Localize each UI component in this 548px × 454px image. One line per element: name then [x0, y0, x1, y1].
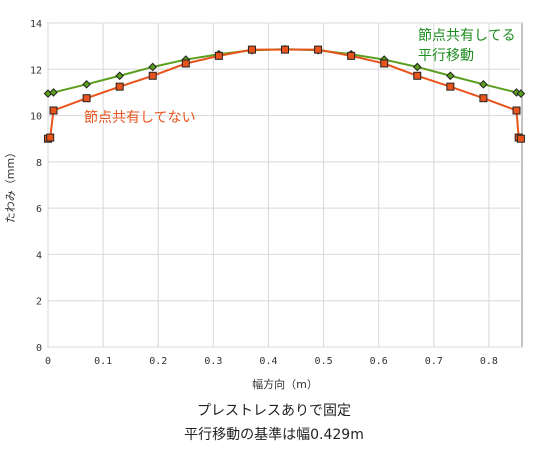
x-tick-label: 0.3	[204, 356, 222, 367]
series-2	[44, 45, 525, 143]
data-point	[512, 106, 521, 115]
y-tick-label: 6	[36, 204, 42, 215]
data-point	[516, 134, 525, 143]
data-point	[281, 45, 289, 54]
x-tick-label: 0.8	[480, 356, 498, 367]
x-tick-label: 0	[45, 356, 51, 367]
data-point	[314, 45, 323, 54]
series-layer	[43, 44, 526, 143]
y-tick-label: 8	[36, 158, 42, 169]
series-annotation: 平行移動	[418, 48, 474, 64]
data-point	[512, 88, 521, 97]
data-point	[82, 80, 91, 89]
y-tick-label: 10	[30, 112, 42, 123]
caption-line-1: プレストレスありで固定	[197, 403, 351, 419]
y-tick-label: 14	[30, 19, 42, 30]
deflection-chart: 0 2 4 6 8 10 12 14 0 0.1 0.2 0.3 0.4 0.5 0.6 0.7 0.8 幅方向…	[4, 19, 526, 391]
x-tick-label: 0.2	[149, 356, 167, 367]
data-point	[82, 94, 91, 103]
data-point	[479, 80, 488, 89]
data-point	[380, 59, 389, 68]
data-point	[148, 62, 158, 72]
series-annotation: 節点共有してない	[84, 109, 196, 126]
y-tick-label: 0	[36, 343, 42, 354]
data-point	[148, 71, 157, 80]
data-point	[247, 45, 256, 54]
x-tick-label: 0.7	[425, 356, 443, 367]
grid-lines	[47, 22, 522, 348]
data-point	[413, 71, 422, 80]
tick-labels: 0 2 4 6 8 10 12 14 0 0.1 0.2 0.3 0.4 0.5 0.6 0.7 0.8	[30, 19, 498, 367]
series-annotation: 節点共有してる	[418, 27, 516, 44]
data-point	[115, 82, 124, 91]
data-point	[412, 62, 422, 72]
y-axis-title: たわみ（mm）	[4, 147, 17, 223]
data-point	[46, 133, 55, 142]
caption-line-2: 平行移動の基準は幅0.429m	[184, 427, 364, 443]
y-tick-label: 12	[30, 65, 42, 76]
data-point	[446, 82, 455, 91]
plot-area	[47, 22, 523, 348]
data-point	[49, 106, 58, 115]
data-point	[446, 71, 455, 81]
data-point	[516, 89, 526, 98]
data-point	[181, 59, 190, 68]
data-point	[214, 51, 223, 60]
y-tick-label: 2	[36, 297, 42, 308]
data-point	[347, 51, 356, 60]
x-axis-title: 幅方向（m）	[252, 377, 318, 391]
y-tick-label: 4	[36, 250, 42, 261]
data-point	[115, 71, 124, 81]
x-tick-label: 0.5	[315, 356, 333, 367]
x-tick-label: 0.1	[94, 356, 112, 367]
data-point	[49, 88, 58, 97]
data-point	[479, 94, 488, 103]
x-tick-label: 0.4	[259, 356, 277, 367]
x-tick-label: 0.6	[370, 356, 388, 367]
